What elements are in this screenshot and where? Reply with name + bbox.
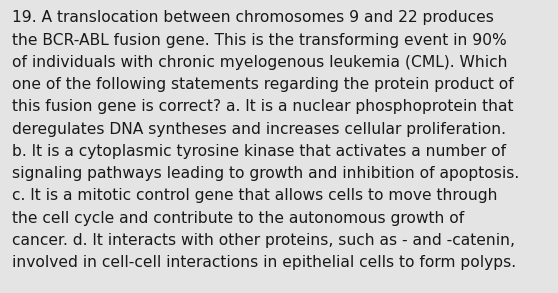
Text: one of the following statements regarding the protein product of: one of the following statements regardin… bbox=[12, 77, 514, 92]
Text: this fusion gene is correct? a. It is a nuclear phosphoprotein that: this fusion gene is correct? a. It is a … bbox=[12, 99, 514, 114]
Text: b. It is a cytoplasmic tyrosine kinase that activates a number of: b. It is a cytoplasmic tyrosine kinase t… bbox=[12, 144, 507, 159]
Text: the BCR-ABL fusion gene. This is the transforming event in 90%: the BCR-ABL fusion gene. This is the tra… bbox=[12, 33, 507, 47]
Text: the cell cycle and contribute to the autonomous growth of: the cell cycle and contribute to the aut… bbox=[12, 211, 464, 226]
Text: of individuals with chronic myelogenous leukemia (CML). Which: of individuals with chronic myelogenous … bbox=[12, 55, 508, 70]
Text: c. It is a mitotic control gene that allows cells to move through: c. It is a mitotic control gene that all… bbox=[12, 188, 498, 203]
Text: signaling pathways leading to growth and inhibition of apoptosis.: signaling pathways leading to growth and… bbox=[12, 166, 519, 181]
Text: involved in cell-cell interactions in epithelial cells to form polyps.: involved in cell-cell interactions in ep… bbox=[12, 255, 516, 270]
Text: deregulates DNA syntheses and increases cellular proliferation.: deregulates DNA syntheses and increases … bbox=[12, 122, 506, 137]
Text: 19. A translocation between chromosomes 9 and 22 produces: 19. A translocation between chromosomes … bbox=[12, 10, 494, 25]
Text: cancer. d. It interacts with other proteins, such as - and -catenin,: cancer. d. It interacts with other prote… bbox=[12, 233, 515, 248]
